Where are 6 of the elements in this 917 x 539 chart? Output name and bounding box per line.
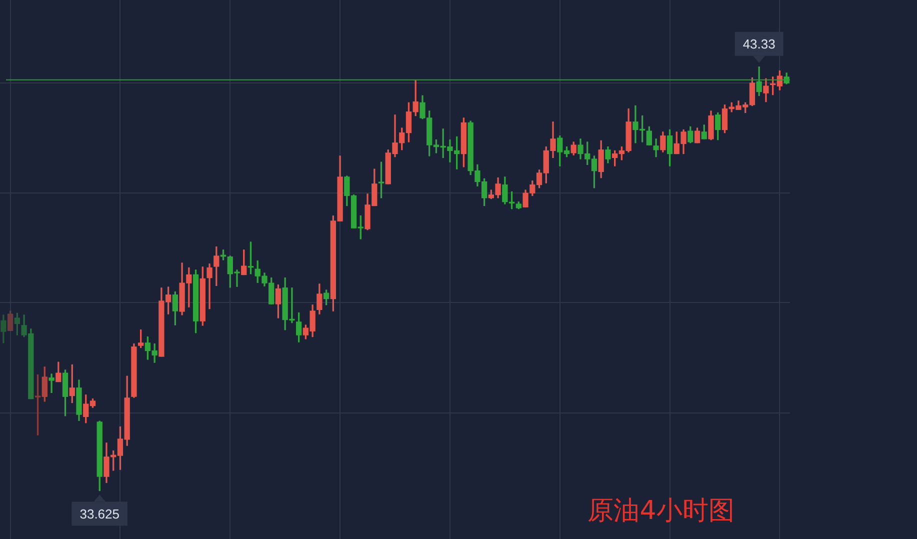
annotation: 43.33	[742, 36, 776, 52]
candlestick	[653, 138, 659, 158]
candlestick	[206, 263, 212, 310]
annotation: 33.625	[80, 506, 120, 522]
candlestick	[48, 374, 54, 394]
annotation: 原油4小时图	[588, 496, 734, 526]
